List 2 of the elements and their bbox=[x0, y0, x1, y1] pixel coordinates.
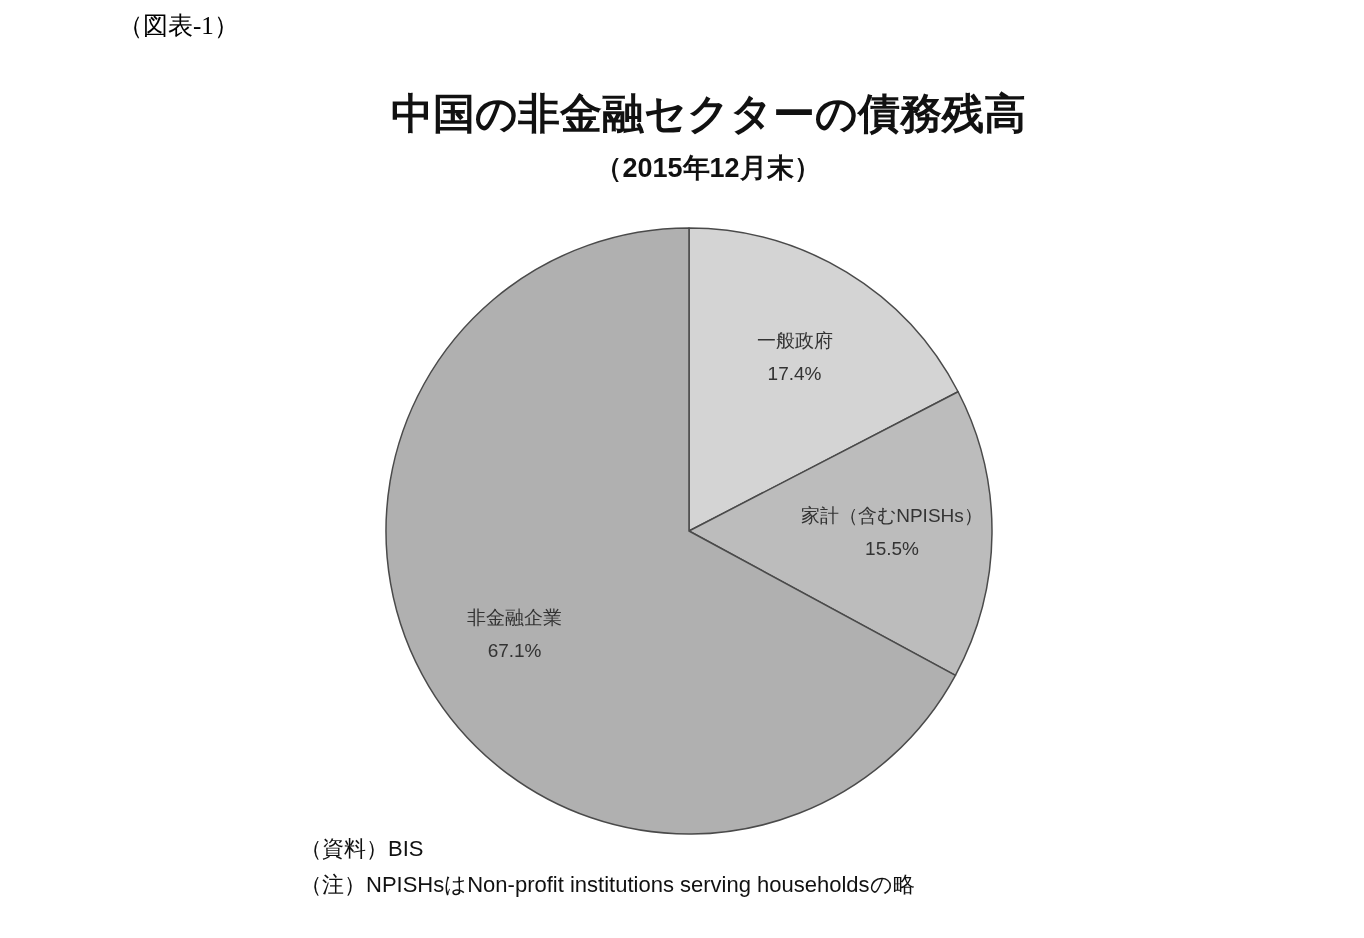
subtitle: （2015年12月末） bbox=[595, 153, 821, 184]
title: 中国の非金融セクターの債務残高 bbox=[390, 90, 1026, 138]
